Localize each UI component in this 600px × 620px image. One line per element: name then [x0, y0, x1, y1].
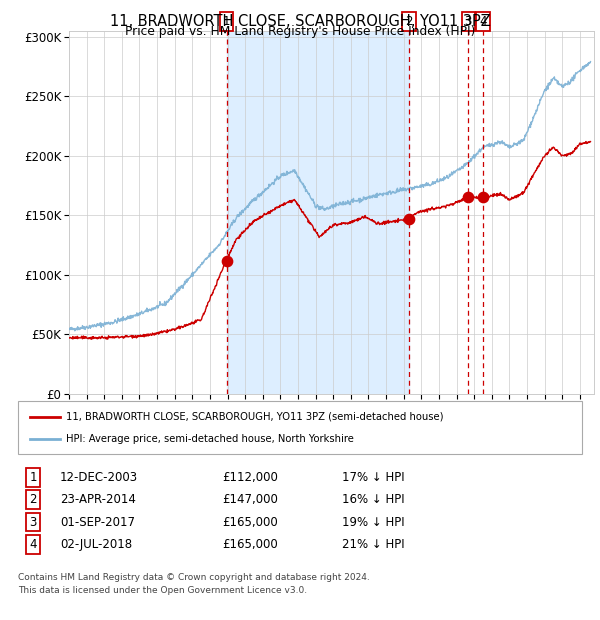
Text: 3: 3 [464, 15, 472, 28]
Text: HPI: Average price, semi-detached house, North Yorkshire: HPI: Average price, semi-detached house,… [66, 434, 354, 444]
Text: 01-SEP-2017: 01-SEP-2017 [60, 516, 135, 528]
Text: Contains HM Land Registry data © Crown copyright and database right 2024.
This d: Contains HM Land Registry data © Crown c… [18, 574, 370, 595]
Point [464, 193, 473, 203]
Text: 4: 4 [29, 538, 37, 551]
Text: 16% ↓ HPI: 16% ↓ HPI [342, 494, 404, 506]
Text: £147,000: £147,000 [222, 494, 278, 506]
Point [478, 193, 488, 203]
Text: 4: 4 [479, 15, 487, 28]
Text: 11, BRADWORTH CLOSE, SCARBOROUGH, YO11 3PZ (semi-detached house): 11, BRADWORTH CLOSE, SCARBOROUGH, YO11 3… [66, 412, 443, 422]
Text: 23-APR-2014: 23-APR-2014 [60, 494, 136, 506]
Text: £165,000: £165,000 [222, 516, 278, 528]
Text: 02-JUL-2018: 02-JUL-2018 [60, 538, 132, 551]
Text: £112,000: £112,000 [222, 471, 278, 484]
Text: 17% ↓ HPI: 17% ↓ HPI [342, 471, 404, 484]
Text: 1: 1 [223, 15, 230, 28]
Text: £165,000: £165,000 [222, 538, 278, 551]
Text: 3: 3 [29, 516, 37, 528]
Text: Price paid vs. HM Land Registry's House Price Index (HPI): Price paid vs. HM Land Registry's House … [125, 25, 475, 38]
Text: 11, BRADWORTH CLOSE, SCARBOROUGH, YO11 3PZ: 11, BRADWORTH CLOSE, SCARBOROUGH, YO11 3… [110, 14, 490, 29]
Text: 1: 1 [29, 471, 37, 484]
Text: 2: 2 [29, 494, 37, 506]
Text: 12-DEC-2003: 12-DEC-2003 [60, 471, 138, 484]
Text: 21% ↓ HPI: 21% ↓ HPI [342, 538, 404, 551]
Bar [227, 31, 409, 394]
Text: 19% ↓ HPI: 19% ↓ HPI [342, 516, 404, 528]
Text: 2: 2 [406, 15, 413, 28]
Point [222, 255, 232, 265]
Point [404, 214, 414, 224]
